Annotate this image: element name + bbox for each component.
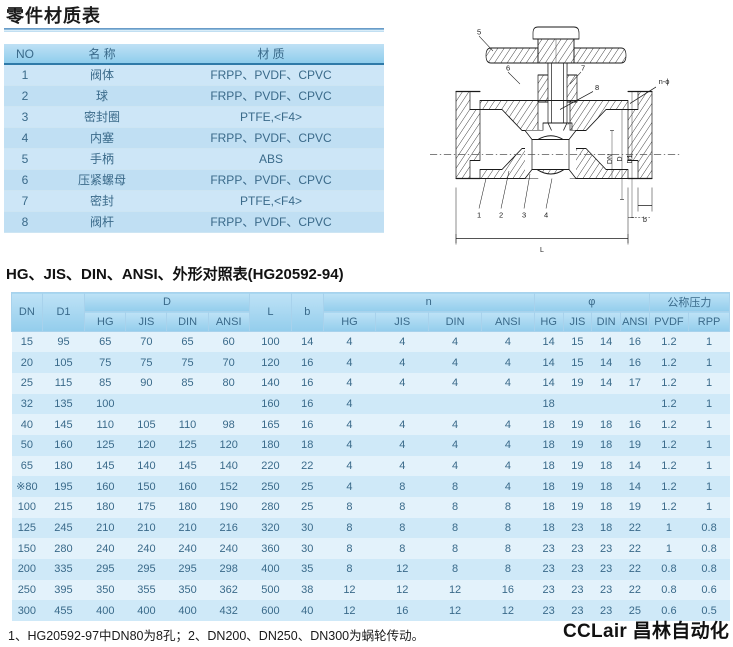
svg-text:5: 5 [477,27,481,36]
svg-text:6: 6 [506,63,510,72]
svg-text:D: D [617,156,624,161]
svg-text:b: b [643,217,647,224]
svg-text:n-ϕ: n-ϕ [659,77,670,86]
svg-text:4: 4 [544,210,548,219]
svg-text:L: L [540,247,544,254]
svg-text:DN: DN [607,154,614,164]
svg-text:8: 8 [595,83,599,92]
svg-text:7: 7 [581,63,585,72]
svg-text:3: 3 [522,210,526,219]
svg-text:D1: D1 [627,154,634,163]
svg-text:1: 1 [477,210,481,219]
svg-text:2: 2 [499,210,503,219]
